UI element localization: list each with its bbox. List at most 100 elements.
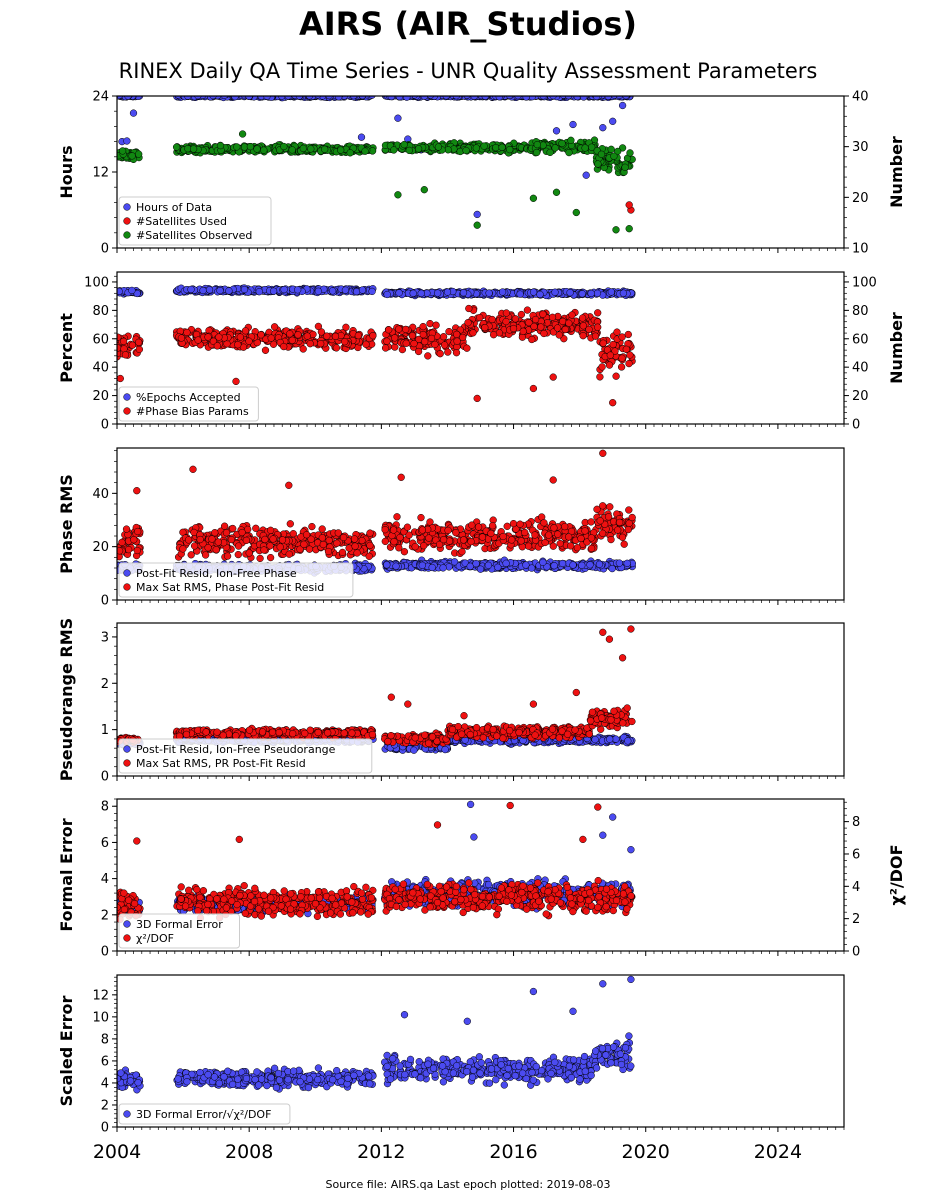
legend-label: %Epochs Accepted (136, 391, 241, 404)
data-point (580, 96, 588, 101)
data-point (204, 333, 212, 341)
data-point (498, 143, 506, 151)
data-point (328, 287, 337, 295)
outlier-point (549, 373, 557, 381)
data-point (124, 96, 132, 100)
data-point (325, 96, 333, 100)
data-point (234, 550, 242, 559)
data-point (559, 96, 567, 99)
data-point (553, 324, 562, 332)
data-point (514, 96, 522, 100)
data-point (261, 346, 270, 354)
data-point (177, 334, 186, 342)
data-point (618, 333, 626, 341)
data-point (615, 96, 624, 100)
data-point (528, 564, 536, 572)
data-point (405, 146, 413, 155)
data-point (502, 559, 510, 567)
legend-box (118, 196, 272, 246)
data-point (187, 551, 195, 559)
data-point (531, 531, 539, 539)
right-y-tick-label: 10 (852, 242, 869, 257)
data-point (307, 145, 315, 153)
outlier-point (612, 226, 620, 234)
data-point (577, 534, 585, 543)
outlier-point (473, 210, 481, 219)
data-point (579, 332, 587, 340)
data-point (481, 323, 489, 332)
data-point (626, 351, 634, 359)
data-point (591, 332, 600, 340)
data-point (286, 520, 294, 528)
data-point (332, 344, 341, 352)
y-tick-label: 100 (84, 275, 109, 290)
data-point (276, 543, 284, 551)
data-point (537, 323, 545, 331)
data-point (189, 145, 198, 153)
outlier-point (618, 101, 627, 110)
data-point (381, 344, 390, 352)
data-point (302, 531, 311, 539)
data-point (524, 542, 533, 550)
data-point (568, 311, 576, 319)
data-point (619, 289, 628, 297)
data-point (468, 521, 476, 529)
data-point (280, 342, 288, 351)
data-point (233, 143, 241, 151)
data-point (366, 541, 374, 550)
data-point (335, 96, 343, 101)
data-point (610, 96, 618, 99)
data-point (288, 146, 296, 154)
data-point (350, 535, 359, 543)
y-tick-label: 20 (92, 389, 109, 404)
outlier-point (569, 120, 577, 129)
outlier-point (529, 194, 538, 202)
data-point (121, 351, 130, 359)
data-point (266, 553, 275, 562)
data-point (199, 286, 207, 295)
outlier-point (552, 188, 561, 196)
data-point (368, 96, 376, 99)
data-point (353, 549, 361, 557)
chart-subtitle: RINEX Daily QA Time Series - UNR Quality… (119, 59, 818, 83)
data-point (196, 535, 204, 544)
data-point (531, 315, 540, 324)
data-point (608, 564, 616, 573)
data-point (187, 285, 195, 294)
data-point (325, 536, 333, 545)
data-point (442, 96, 450, 100)
data-point (452, 96, 460, 100)
data-point (314, 96, 322, 99)
data-point (585, 325, 593, 334)
data-point (403, 523, 412, 531)
data-point (395, 289, 403, 297)
y-tick-label: 60 (92, 332, 109, 347)
data-point (225, 287, 233, 295)
data-point (586, 561, 594, 569)
data-point (362, 340, 370, 348)
right-y-tick-label: 80 (852, 304, 869, 319)
data-point (615, 559, 624, 567)
y-tick-label: 40 (92, 361, 109, 376)
data-point (299, 144, 307, 153)
data-point (578, 314, 587, 322)
data-point (119, 337, 128, 346)
data-point (179, 545, 187, 553)
data-point (445, 327, 453, 336)
data-point (134, 527, 142, 536)
data-point (610, 152, 618, 160)
data-point (222, 529, 231, 537)
data-point (425, 534, 433, 542)
legend-marker (123, 393, 131, 401)
data-point (579, 322, 587, 330)
data-point (606, 351, 614, 359)
data-point (509, 519, 518, 528)
right-y-tick-label: 0 (852, 418, 860, 433)
data-point (135, 150, 143, 158)
data-point (358, 286, 367, 294)
data-point (350, 96, 358, 100)
data-point (212, 546, 220, 554)
data-point (414, 347, 423, 356)
data-point (133, 546, 141, 555)
data-point (303, 332, 311, 340)
